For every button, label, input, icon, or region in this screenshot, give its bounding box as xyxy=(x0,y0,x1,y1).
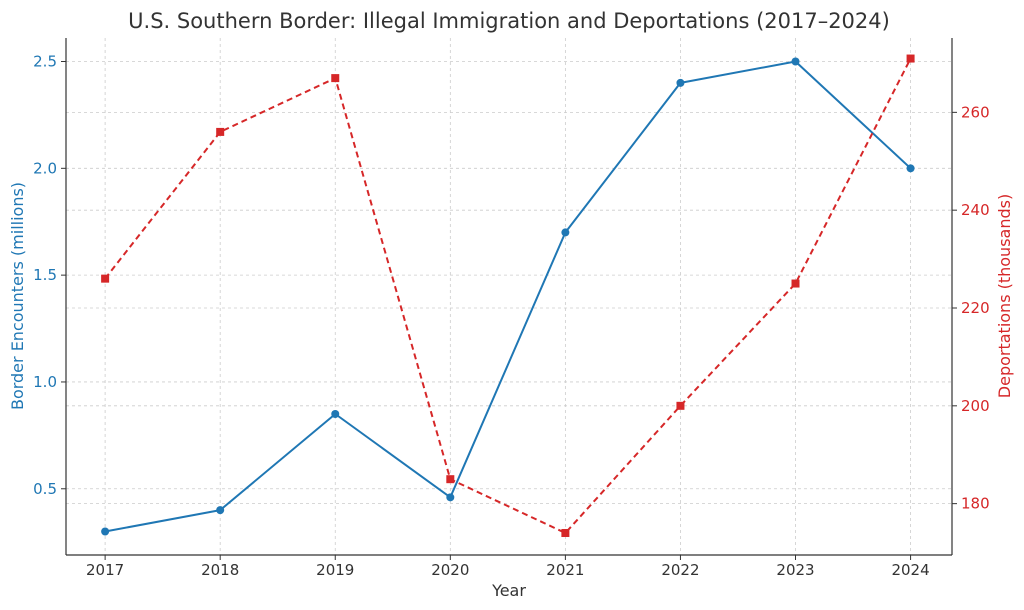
chart-title: U.S. Southern Border: Illegal Immigratio… xyxy=(128,9,890,33)
y-right-tick-label: 220 xyxy=(961,299,990,317)
y-right-tick-label: 240 xyxy=(961,201,990,219)
y-left-tick-label: 1.5 xyxy=(33,266,57,284)
border-encounters-line xyxy=(104,60,912,533)
y-right-tick-label: 180 xyxy=(961,495,990,513)
axes: 2017 2018 2019 2020 2021 2022 2023 2024 0.5 1.0 1.… xyxy=(33,38,990,579)
y-left-tick-label: 0.5 xyxy=(33,480,57,498)
deportations-point xyxy=(906,54,915,63)
x-tick-label: 2021 xyxy=(546,561,584,579)
x-tick-label: 2023 xyxy=(776,561,814,579)
deportations-point xyxy=(561,528,570,537)
x-tick-label: 2022 xyxy=(661,561,699,579)
y-left-tick-label: 1.0 xyxy=(33,373,57,391)
x-axis-label: Year xyxy=(491,581,526,600)
x-tick-label: 2017 xyxy=(86,561,124,579)
x-tick-label: 2018 xyxy=(201,561,239,579)
border-encounters-point xyxy=(906,164,915,173)
border-encounters-point xyxy=(331,410,340,418)
deportations-point xyxy=(101,274,110,283)
deportations-point xyxy=(676,401,685,410)
x-tick-label: 2020 xyxy=(431,561,469,579)
border-encounters-point xyxy=(101,527,110,536)
deportations-point xyxy=(446,475,455,484)
y-axis-left-label: Border Encounters (millions) xyxy=(8,182,27,410)
border-encounters-point xyxy=(561,228,570,237)
series xyxy=(101,54,915,537)
y-right-tick-label: 260 xyxy=(961,103,990,121)
y-axis-right-label: Deportations (thousands) xyxy=(995,194,1014,398)
deportations-point xyxy=(216,127,225,136)
border-encounters-point xyxy=(676,78,685,87)
deportations-point xyxy=(791,279,800,288)
y-left-tick-label: 2.0 xyxy=(33,159,57,177)
deportations-point xyxy=(331,74,340,83)
border-encounters-point xyxy=(216,506,225,515)
y-left-tick-label: 2.5 xyxy=(33,53,57,71)
x-tick-label: 2024 xyxy=(891,561,929,579)
y-right-tick-label: 200 xyxy=(961,397,990,415)
deportations-line xyxy=(104,58,912,534)
grid xyxy=(66,38,952,555)
border-encounters-point xyxy=(791,57,800,66)
x-tick-label: 2019 xyxy=(316,561,354,579)
border-encounters-point xyxy=(446,493,455,502)
